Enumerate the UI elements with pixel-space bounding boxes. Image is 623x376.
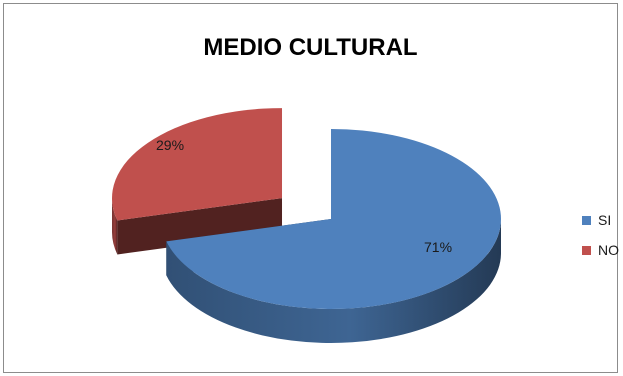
slice-no (112, 108, 283, 221)
legend-item-no: NO (582, 235, 619, 265)
legend-label-si: SI (598, 212, 612, 228)
chart-title: MEDIO CULTURAL (203, 34, 418, 61)
data-label-no: 29% (156, 137, 185, 153)
legend-item-si: SI (582, 205, 619, 235)
chart-area: MEDIO CULTURAL 71% 29% SI NO (3, 3, 619, 373)
slice-face-no-0 (117, 198, 283, 255)
legend-label-no: NO (598, 242, 619, 258)
slice-si (166, 129, 501, 309)
data-label-si: 71% (424, 239, 453, 255)
legend-swatch-si (582, 215, 591, 225)
legend-swatch-no (582, 245, 591, 255)
slice-wall-no-0 (112, 198, 118, 255)
pie-chart (112, 108, 501, 344)
legend: SI NO (582, 205, 619, 265)
slice-wall-si-0 (166, 219, 501, 344)
